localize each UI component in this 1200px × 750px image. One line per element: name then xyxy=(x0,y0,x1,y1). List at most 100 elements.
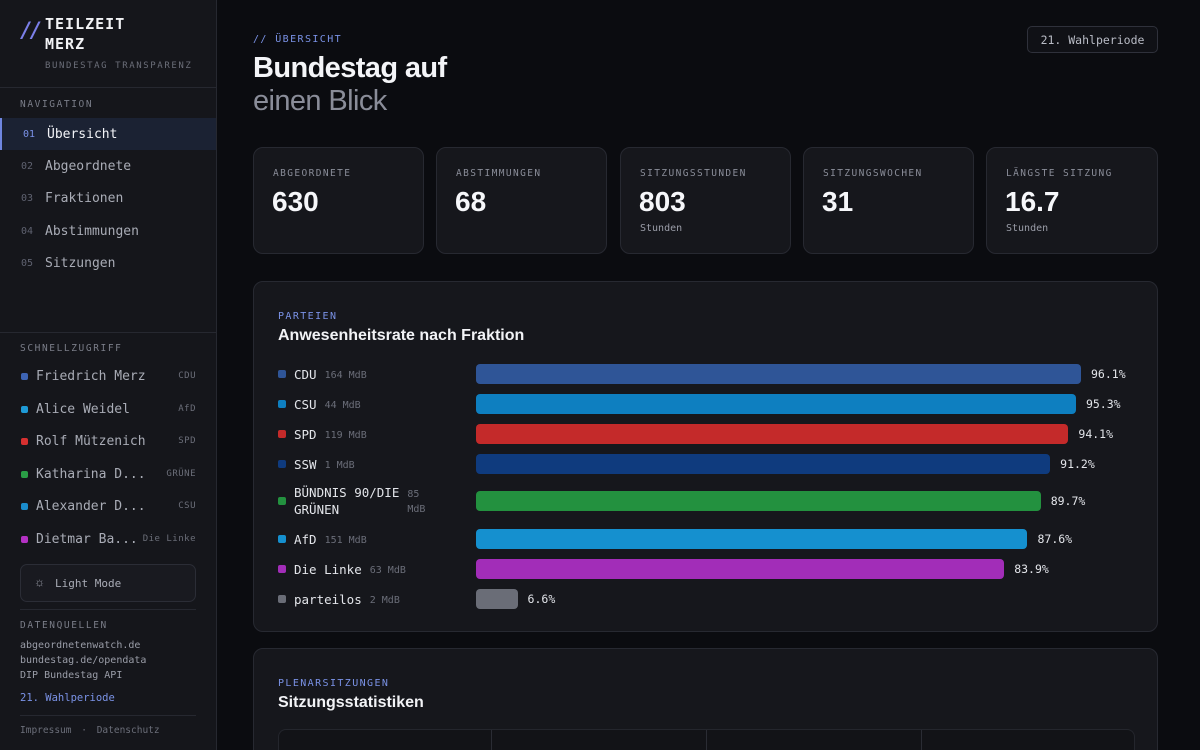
quick-access-label: SCHNELLZUGRIFF xyxy=(20,343,123,354)
quick-item-party: GRÜNE xyxy=(166,469,196,479)
attendance-bar xyxy=(476,529,1028,549)
session-stats-cell xyxy=(279,730,492,750)
attendance-row[interactable]: SPD 119 MdB 94.1% xyxy=(278,424,1138,454)
attendance-bar xyxy=(476,454,1051,474)
data-source-item: bundestag.de/opendata xyxy=(20,655,147,666)
period-badge[interactable]: 21. Wahlperiode xyxy=(1027,26,1158,53)
session-stats-table xyxy=(278,729,1135,750)
attendance-row[interactable]: parteilos 2 MdB 6.6% xyxy=(278,589,1138,619)
impressum-link[interactable]: Impressum xyxy=(20,725,72,736)
sessions-eyebrow: PLENARSITZUNGEN xyxy=(278,678,390,689)
light-mode-label: Light Mode xyxy=(55,577,122,590)
quick-item-name: Alexander D... xyxy=(36,499,146,514)
quick-item-party: CDU xyxy=(178,371,196,381)
sidebar-divider xyxy=(20,609,196,610)
attendance-bar-track xyxy=(476,491,1081,511)
attendance-bar xyxy=(476,394,1076,414)
party-color-dot xyxy=(21,536,28,543)
attendance-bar-track xyxy=(476,559,1081,579)
attendance-percent: 89.7% xyxy=(1050,494,1086,508)
nav-label: Fraktionen xyxy=(45,190,124,206)
party-name: parteilos xyxy=(294,592,362,607)
attendance-row[interactable]: CDU 164 MdB 96.1% xyxy=(278,364,1138,394)
party-seat-count: 2 MdB xyxy=(369,595,400,606)
party-name: CSU xyxy=(294,397,317,412)
party-name: Die Linke xyxy=(294,562,362,577)
party-name: CDU xyxy=(294,367,317,382)
party-name: BÜNDNIS 90/DIE GRÜNEN xyxy=(294,485,400,517)
attendance-row[interactable]: BÜNDNIS 90/DIE GRÜNEN 85 MdB 89.7% xyxy=(278,484,1138,517)
stat-label: LÄNGSTE SITZUNG xyxy=(1006,168,1113,179)
attendance-row[interactable]: CSU 44 MdB 95.3% xyxy=(278,394,1138,424)
quick-item-muetzenich[interactable]: Rolf Mützenich SPD xyxy=(0,426,216,458)
attendance-bar xyxy=(476,559,1005,579)
party-color-dot xyxy=(278,370,286,378)
brand-logo-icon: // xyxy=(20,18,42,42)
party-seat-count: 164 MdB xyxy=(324,370,367,381)
page-eyebrow: // ÜBERSICHT xyxy=(253,34,343,45)
party-name: SSW xyxy=(294,457,317,472)
quick-item-merz[interactable]: Friedrich Merz CDU xyxy=(0,361,216,393)
party-seat-count: 44 MdB xyxy=(324,400,361,411)
attendance-row[interactable]: SSW 1 MdB 91.2% xyxy=(278,454,1138,484)
nav-item-sitzungen[interactable]: 05 Sitzungen xyxy=(0,247,216,279)
party-seat-count: 63 MdB xyxy=(369,565,406,576)
attendance-percent: 94.1% xyxy=(1078,427,1114,441)
party-color-dot xyxy=(278,400,286,408)
footer-links: Impressum · Datenschutz xyxy=(20,725,160,736)
party-seat-count: 1 MdB xyxy=(324,460,355,471)
party-seat-count: 119 MdB xyxy=(324,430,367,441)
nav-label: Abstimmungen xyxy=(45,223,139,239)
brand-title: TEILZEIT MERZ xyxy=(45,15,126,53)
light-mode-button[interactable]: ☼ Light Mode xyxy=(20,564,196,602)
attendance-row[interactable]: Die Linke 63 MdB 83.9% xyxy=(278,559,1138,589)
party-color-dot xyxy=(21,471,28,478)
party-name: SPD xyxy=(294,427,317,442)
data-source-item: abgeordnetenwatch.de xyxy=(20,640,141,651)
attendance-percent: 87.6% xyxy=(1037,532,1073,546)
attendance-bar-track xyxy=(476,529,1081,549)
stat-value: 630 xyxy=(272,186,319,217)
nav-item-uebersicht[interactable]: 01 Übersicht xyxy=(0,118,216,150)
quick-item-dietmar[interactable]: Dietmar Ba... Die Linke xyxy=(0,524,216,556)
nav-number: 01 xyxy=(23,128,36,140)
stat-value: 68 xyxy=(455,186,487,217)
party-color-dot xyxy=(278,460,286,468)
party-color-dot xyxy=(278,565,286,573)
attendance-title: Anwesenheitsrate nach Fraktion xyxy=(278,327,525,344)
stat-card-abgeordnete: ABGEORDNETE 630 xyxy=(253,147,424,254)
attendance-percent: 6.6% xyxy=(527,592,556,606)
party-color-dot xyxy=(21,503,28,510)
brand-subtitle: BUNDESTAG TRANSPARENZ xyxy=(45,61,193,71)
attendance-bar xyxy=(476,491,1041,511)
wahlperiode-link[interactable]: 21. Wahlperiode xyxy=(20,692,115,704)
nav-item-abgeordnete[interactable]: 02 Abgeordnete xyxy=(0,150,216,182)
quick-item-name: Rolf Mützenich xyxy=(36,434,146,449)
quick-item-alexander[interactable]: Alexander D... CSU xyxy=(0,491,216,523)
quick-item-weidel[interactable]: Alice Weidel AfD xyxy=(0,394,216,426)
nav-item-abstimmungen[interactable]: 04 Abstimmungen xyxy=(0,215,216,247)
session-stats-cell xyxy=(492,730,707,750)
page-title: Bundestag auf xyxy=(253,52,447,84)
party-color-dot xyxy=(21,406,28,413)
stat-label: SITZUNGSWOCHEN xyxy=(823,168,923,179)
sun-icon: ☼ xyxy=(34,575,45,589)
attendance-row[interactable]: AfD 151 MdB 87.6% xyxy=(278,529,1138,559)
nav-item-fraktionen[interactable]: 03 Fraktionen xyxy=(0,182,216,214)
quick-item-name: Katharina D... xyxy=(36,467,146,482)
footer-separator: · xyxy=(81,725,87,736)
data-source-item: DIP Bundestag API xyxy=(20,670,123,681)
nav-label: Sitzungen xyxy=(45,255,116,271)
navigation-label: NAVIGATION xyxy=(20,99,94,110)
party-color-dot xyxy=(278,535,286,543)
attendance-bar xyxy=(476,364,1081,384)
party-color-dot xyxy=(278,595,286,603)
attendance-bar-track xyxy=(476,394,1081,414)
attendance-bar xyxy=(476,589,518,609)
nav-number: 02 xyxy=(21,160,34,172)
nav-label: Abgeordnete xyxy=(45,158,132,174)
quick-item-katharina[interactable]: Katharina D... GRÜNE xyxy=(0,459,216,491)
datenschutz-link[interactable]: Datenschutz xyxy=(96,725,160,736)
sidebar-divider xyxy=(0,332,216,333)
party-seat-count: 85 MdB xyxy=(407,489,426,515)
